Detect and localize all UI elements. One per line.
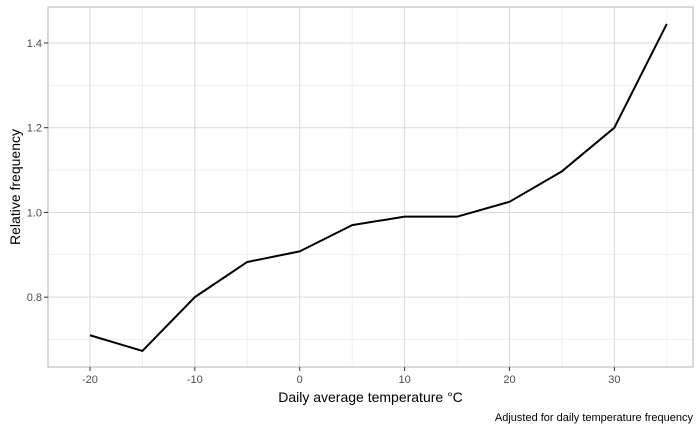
x-tick-label: 10 (398, 374, 410, 386)
x-tick-label: -20 (82, 374, 98, 386)
x-tick-label: 0 (297, 374, 303, 386)
y-tick-label: 1.4 (27, 38, 42, 50)
x-tick-label: 30 (608, 374, 620, 386)
series (89, 23, 668, 352)
y-tick-label: 1.2 (27, 123, 42, 135)
x-tick-label: -10 (187, 374, 203, 386)
x-tick-label: 20 (503, 374, 515, 386)
grid (48, 7, 693, 367)
axis-ticks (44, 42, 615, 371)
y-tick-label: 0.8 (27, 292, 42, 304)
y-tick-label: 1.0 (27, 207, 42, 219)
series-line (89, 23, 668, 352)
chart-caption: Adjusted for daily temperature frequency (495, 412, 694, 424)
x-axis-tick-labels: -20 -10 0 10 20 30 (82, 374, 620, 386)
y-axis-tick-labels: 0.8 1.0 1.2 1.4 (27, 38, 42, 304)
x-axis-title: Daily average temperature °C (278, 389, 463, 405)
y-axis-title: Relative frequency (7, 129, 23, 245)
plot-panel-border (47, 6, 694, 368)
